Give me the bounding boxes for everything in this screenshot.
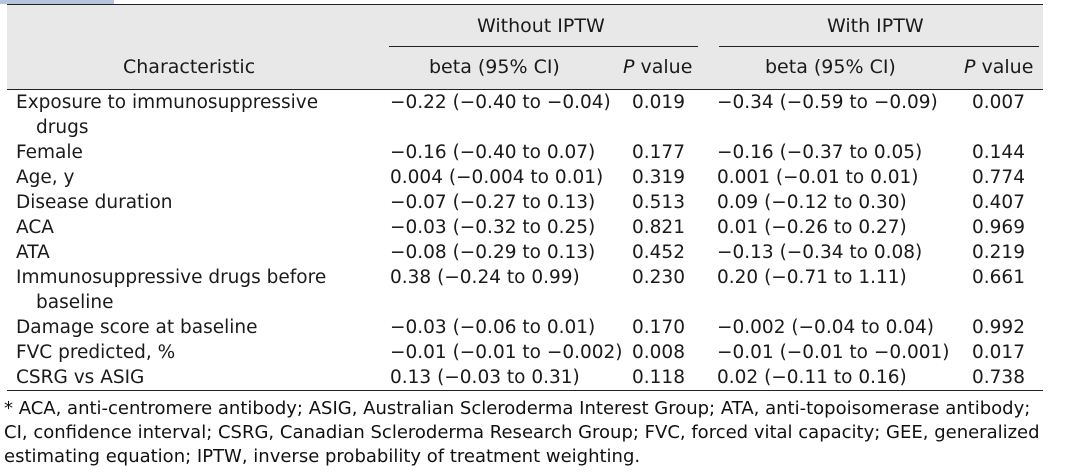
table-row: Disease duration −0.07 (−0.27 to 0.13) 0… bbox=[7, 190, 1043, 215]
cell-characteristic: Exposure to immunosuppressive bbox=[16, 92, 319, 113]
col-header-p-without: P value bbox=[623, 56, 693, 78]
table-row: CSRG vs ASIG 0.13 (−0.03 to 0.31) 0.118 … bbox=[7, 365, 1043, 390]
cell-beta-with: −0.01 (−0.01 to −0.001) bbox=[717, 342, 950, 363]
group-header-without-iptw: Without IPTW bbox=[477, 15, 605, 37]
table-body: Exposure to immunosuppressive drugs −0.2… bbox=[7, 90, 1043, 390]
cell-beta-with: −0.34 (−0.59 to −0.09) bbox=[717, 92, 938, 113]
cell-beta-without: −0.03 (−0.06 to 0.01) bbox=[390, 317, 596, 338]
group-header-with-iptw: With IPTW bbox=[827, 15, 924, 37]
cell-beta-with: 0.09 (−0.12 to 0.30) bbox=[717, 192, 907, 213]
cell-p-with: 0.969 bbox=[972, 217, 1025, 238]
footnote-line: estimating equation; IPTW, inverse proba… bbox=[4, 446, 641, 467]
cell-beta-with: 0.20 (−0.71 to 1.11) bbox=[717, 267, 907, 288]
cell-p-without: 0.319 bbox=[632, 167, 685, 188]
cell-p-without: 0.821 bbox=[632, 217, 685, 238]
table-row: ATA −0.08 (−0.29 to 0.13) 0.452 −0.13 (−… bbox=[7, 240, 1043, 265]
col-header-beta-without: beta (95% CI) bbox=[429, 56, 560, 78]
cell-p-with: 0.661 bbox=[972, 267, 1025, 288]
cell-beta-with: −0.16 (−0.37 to 0.05) bbox=[717, 142, 923, 163]
col-header-p-with: P value bbox=[964, 56, 1034, 78]
cell-p-with: 0.144 bbox=[972, 142, 1025, 163]
table-row: ACA −0.03 (−0.32 to 0.25) 0.821 0.01 (−0… bbox=[7, 215, 1043, 240]
cell-characteristic-cont: baseline bbox=[36, 292, 114, 313]
cell-p-without: 0.008 bbox=[632, 342, 685, 363]
cell-p-with: 0.219 bbox=[972, 242, 1025, 263]
cell-p-with: 0.017 bbox=[972, 342, 1025, 363]
cell-beta-with: 0.01 (−0.26 to 0.27) bbox=[717, 217, 907, 238]
cell-p-with: 0.774 bbox=[972, 167, 1025, 188]
cell-beta-without: −0.07 (−0.27 to 0.13) bbox=[390, 192, 596, 213]
results-table: Without IPTW With IPTW Characteristic be… bbox=[7, 4, 1043, 391]
cell-p-without: 0.170 bbox=[632, 317, 685, 338]
cell-beta-with: 0.02 (−0.11 to 0.16) bbox=[717, 367, 907, 388]
cell-characteristic: Age, y bbox=[16, 167, 75, 188]
table-row: Immunosuppressive drugs before baseline … bbox=[7, 265, 1043, 315]
cell-beta-with: −0.13 (−0.34 to 0.08) bbox=[717, 242, 923, 263]
table-row: Damage score at baseline −0.03 (−0.06 to… bbox=[7, 315, 1043, 340]
table-row: Age, y 0.004 (−0.004 to 0.01) 0.319 0.00… bbox=[7, 165, 1043, 190]
cell-characteristic: Damage score at baseline bbox=[16, 317, 258, 338]
table-bottom-rule bbox=[7, 390, 1043, 391]
cell-characteristic: ATA bbox=[16, 242, 50, 263]
cell-p-with: 0.992 bbox=[972, 317, 1025, 338]
cell-beta-without: −0.03 (−0.32 to 0.25) bbox=[390, 217, 596, 238]
col-header-beta-with: beta (95% CI) bbox=[765, 56, 896, 78]
cell-beta-without: −0.01 (−0.01 to −0.002) bbox=[390, 342, 623, 363]
cell-p-without: 0.452 bbox=[632, 242, 685, 263]
footnote-line: * ACA, anti-centromere antibody; ASIG, A… bbox=[4, 398, 1031, 419]
cell-characteristic: Immunosuppressive drugs before bbox=[16, 267, 327, 288]
cell-beta-without: 0.38 (−0.24 to 0.99) bbox=[390, 267, 580, 288]
footnote-line: CI, confidence interval; CSRG, Canadian … bbox=[4, 422, 1040, 443]
cell-characteristic: Disease duration bbox=[16, 192, 173, 213]
header-rule bbox=[7, 89, 1043, 90]
cell-beta-without: −0.22 (−0.40 to −0.04) bbox=[390, 92, 611, 113]
table-row: FVC predicted, % −0.01 (−0.01 to −0.002)… bbox=[7, 340, 1043, 365]
cell-beta-without: −0.16 (−0.40 to 0.07) bbox=[390, 142, 596, 163]
group-rule-with-iptw bbox=[719, 46, 1039, 47]
cell-p-without: 0.177 bbox=[632, 142, 685, 163]
cell-characteristic: ACA bbox=[16, 217, 54, 238]
cell-p-without: 0.513 bbox=[632, 192, 685, 213]
table-footnote: * ACA, anti-centromere antibody; ASIG, A… bbox=[4, 397, 1068, 469]
cell-p-without: 0.118 bbox=[632, 367, 685, 388]
cell-beta-without: −0.08 (−0.29 to 0.13) bbox=[390, 242, 596, 263]
tab-accent-bar bbox=[0, 0, 114, 4]
cell-p-with: 0.738 bbox=[972, 367, 1025, 388]
cell-characteristic: CSRG vs ASIG bbox=[16, 367, 145, 388]
cell-beta-without: 0.004 (−0.004 to 0.01) bbox=[390, 167, 604, 188]
cell-beta-with: −0.002 (−0.04 to 0.04) bbox=[717, 317, 934, 338]
cell-beta-without: 0.13 (−0.03 to 0.31) bbox=[390, 367, 580, 388]
cell-p-with: 0.007 bbox=[972, 92, 1025, 113]
cell-characteristic: Female bbox=[16, 142, 83, 163]
cell-p-without: 0.230 bbox=[632, 267, 685, 288]
table-header: Without IPTW With IPTW Characteristic be… bbox=[7, 4, 1043, 89]
cell-beta-with: 0.001 (−0.01 to 0.01) bbox=[717, 167, 919, 188]
cell-characteristic: FVC predicted, % bbox=[16, 342, 176, 363]
cell-p-with: 0.407 bbox=[972, 192, 1025, 213]
table-row: Exposure to immunosuppressive drugs −0.2… bbox=[7, 90, 1043, 140]
col-header-characteristic: Characteristic bbox=[123, 56, 256, 78]
cell-characteristic-cont: drugs bbox=[36, 117, 89, 138]
cell-p-without: 0.019 bbox=[632, 92, 685, 113]
table-row: Female −0.16 (−0.40 to 0.07) 0.177 −0.16… bbox=[7, 140, 1043, 165]
group-rule-without-iptw bbox=[389, 46, 698, 47]
